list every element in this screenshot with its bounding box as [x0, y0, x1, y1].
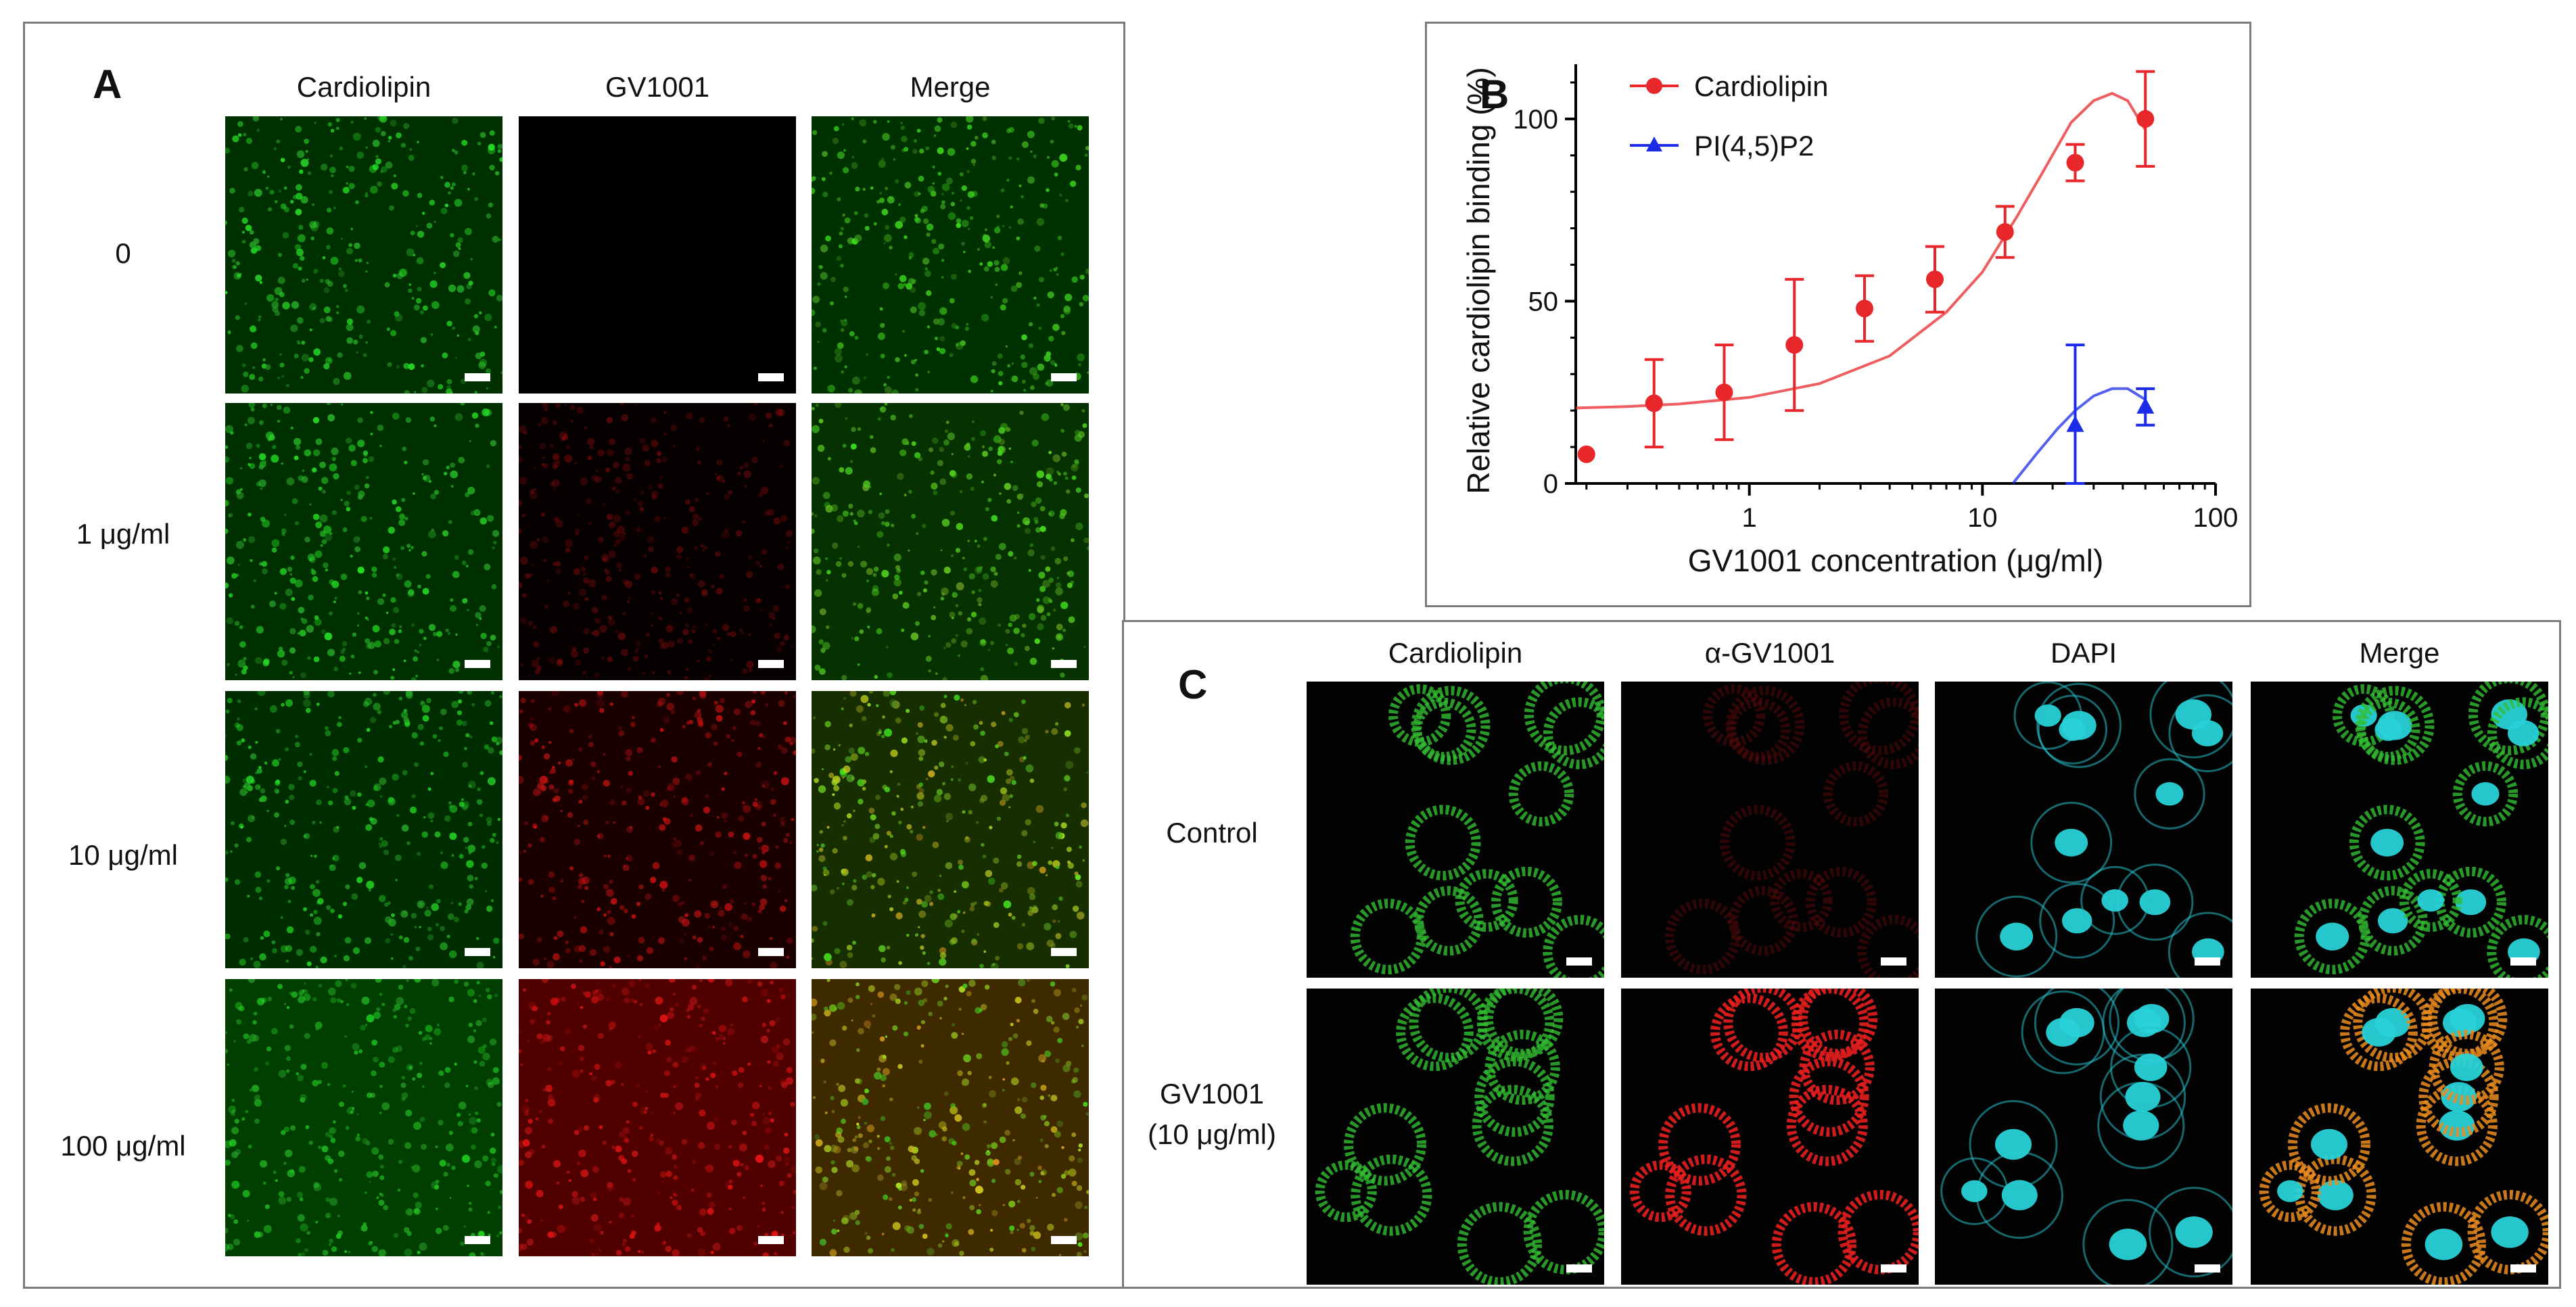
scale-bar: [465, 373, 490, 381]
panel-a-label: A: [93, 62, 122, 107]
scale-bar: [1051, 373, 1077, 381]
scale-bar: [465, 660, 490, 668]
panel-a-image-merge-row-2: [812, 691, 1089, 968]
y-tick-label: 0: [1543, 469, 1558, 499]
y-tick-label: 100: [1513, 105, 1558, 135]
fit-curve-pip2: [2011, 387, 2147, 485]
panel-c-row-label-gv1001-line-1: GV1001: [1159, 1078, 1265, 1110]
panel-b-label: B: [1480, 72, 1509, 117]
scale-bar: [758, 1236, 784, 1244]
data-point-cardiolipin: [1577, 445, 1595, 463]
panel-c-image-dapi-row-1: [1935, 989, 2232, 1285]
panel-a-image-merge-row-1: [812, 403, 1089, 680]
scale-bar: [1566, 1264, 1592, 1273]
data-point-cardiolipin: [1925, 270, 1944, 289]
panel-a: A Cardiolipin GV1001 Merge 0 1 μg/ml 10 …: [23, 22, 1125, 1289]
scale-bar: [1566, 957, 1592, 966]
panel-a-image-merge-row-3: [812, 979, 1089, 1256]
scale-bar: [465, 1236, 490, 1244]
scale-bar: [465, 948, 490, 956]
panel-a-row-label-0: 0: [115, 237, 131, 269]
scale-bar: [1051, 948, 1077, 956]
data-point-cardiolipin: [1785, 336, 1804, 354]
y-axis-label: Relative cardiolipin binding (%): [1461, 67, 1496, 494]
panel-a-image-gv1001-row-1: [519, 403, 796, 680]
data-point-cardiolipin: [2066, 153, 2084, 172]
panel-c-label: C: [1178, 662, 1208, 707]
legend-marker-triangle: [1646, 137, 1662, 151]
panel-c: C Cardiolipin α-GV1001 DAPI Merge Contro…: [1122, 620, 2561, 1289]
panel-c-row-label-control-line: Control: [1166, 817, 1258, 849]
panel-a-column-header-merge: Merge: [910, 71, 991, 103]
scale-bar: [2195, 957, 2220, 966]
x-tick-label: 100: [2193, 503, 2239, 533]
data-point-cardiolipin: [1715, 383, 1733, 402]
scale-bar: [758, 660, 784, 668]
panel-c-row-label-gv1001-line-2: (10 μg/ml): [1148, 1118, 1276, 1150]
panel-c-row-label-gv1001: GV1001 (10 μg/ml): [1131, 1074, 1293, 1155]
panel-c-image-cardiolipin-row-1: [1307, 989, 1604, 1285]
panel-c-image-alpha-gv1001-row-0: [1621, 682, 1919, 978]
scale-bar: [2195, 1264, 2220, 1273]
panel-a-column-header-gv1001: GV1001: [605, 71, 710, 103]
panel-c-image-merge-row-1: [2251, 989, 2548, 1285]
panel-c-column-header-alpha-gv1001: α-GV1001: [1704, 637, 1835, 669]
legend-marker-circle: [1646, 78, 1662, 94]
panel-a-image-cardiolipin-row-3: [225, 979, 502, 1256]
panel-a-image-gv1001-row-3: [519, 979, 796, 1256]
panel-a-column-header-cardiolipin: Cardiolipin: [296, 71, 431, 103]
scale-bar: [1881, 957, 1906, 966]
scale-bar: [1051, 660, 1077, 668]
panel-c-column-header-dapi: DAPI: [2050, 637, 2117, 669]
scale-bar: [1881, 1264, 1906, 1273]
data-point-cardiolipin: [1996, 223, 2014, 241]
panel-b: B 0 50 100 1 10 100 GV1001 concentration (μg/m…: [1425, 22, 2251, 607]
panel-c-column-header-merge: Merge: [2359, 637, 2440, 669]
data-point-cardiolipin: [1645, 394, 1663, 412]
panel-a-row-label-3: 100 μg/ml: [60, 1130, 186, 1162]
x-tick-label: 1: [1742, 503, 1757, 533]
fit-curve-cardiolipin: [1575, 91, 2147, 410]
panel-a-image-cardiolipin-row-0: [225, 116, 502, 394]
panel-a-image-gv1001-row-2: [519, 691, 796, 968]
scale-bar: [758, 373, 784, 381]
data-point-pip2: [2066, 415, 2084, 432]
legend-label: Cardiolipin: [1694, 70, 1828, 102]
scale-bar: [2510, 1264, 2536, 1273]
binding-chart: 0 50 100 1 10 100 GV1001 concentration (μg/ml)…: [1461, 64, 2239, 578]
error-bar: [2065, 343, 2085, 485]
x-tick-label: 10: [1967, 503, 1998, 533]
panel-a-image-cardiolipin-row-1: [225, 403, 502, 680]
x-axis-label: GV1001 concentration (μg/ml): [1688, 543, 2104, 578]
panel-a-image-cardiolipin-row-2: [225, 691, 502, 968]
data-point-cardiolipin: [2136, 110, 2155, 128]
panel-c-image-dapi-row-0: [1935, 682, 2232, 978]
panel-a-row-label-1: 1 μg/ml: [76, 518, 170, 550]
scale-bar: [1051, 1236, 1077, 1244]
panel-a-image-gv1001-row-0: [519, 116, 796, 394]
panel-c-image-alpha-gv1001-row-1: [1621, 989, 1919, 1285]
panel-a-image-merge-row-0: [812, 116, 1089, 394]
panel-a-row-label-2: 10 μg/ml: [68, 839, 178, 871]
panel-c-image-merge-row-0: [2251, 682, 2548, 978]
data-point-cardiolipin: [1855, 300, 1873, 318]
panel-c-column-header-cardiolipin: Cardiolipin: [1388, 637, 1523, 669]
data-point-pip2: [2136, 397, 2155, 414]
scale-bar: [758, 948, 784, 956]
y-tick-label: 50: [1528, 287, 1559, 316]
legend-label: PI(4,5)P2: [1694, 130, 1814, 162]
scale-bar: [2510, 957, 2536, 966]
panel-c-row-label-control: Control: [1131, 813, 1293, 853]
panel-c-image-cardiolipin-row-0: [1307, 682, 1604, 978]
